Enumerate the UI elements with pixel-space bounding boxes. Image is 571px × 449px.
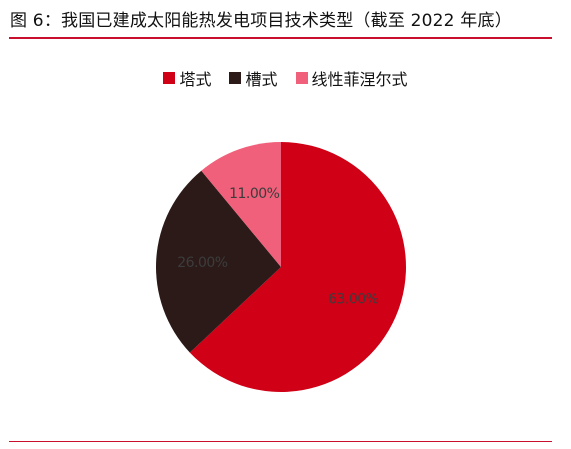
- title-underline: [9, 37, 552, 39]
- legend-swatch-tower: [163, 72, 176, 84]
- legend-item-tower: 塔式: [163, 66, 211, 90]
- legend-label-fresnel: 线性菲涅尔式: [311, 70, 408, 89]
- legend-label-tower: 塔式: [179, 70, 212, 89]
- pie-label-trough: 26.00%: [177, 255, 228, 271]
- pie-slice-trough: [156, 170, 281, 353]
- bottom-rule: [9, 441, 552, 442]
- legend-item-fresnel: 线性菲涅尔式: [295, 66, 408, 90]
- pie-label-fresnel: 11.00%: [229, 186, 280, 202]
- legend-swatch-trough: [229, 72, 242, 84]
- legend-item-trough: 槽式: [229, 66, 278, 90]
- pie-slice-fresnel: [201, 142, 281, 267]
- pie-slice-tower: [189, 142, 406, 392]
- pie-label-tower: 63.00%: [328, 291, 379, 307]
- figure-title: 图 6：我国已建成太阳能热发电项目技术类型（截至 2022 年底）: [10, 11, 512, 31]
- legend-label-trough: 槽式: [245, 70, 278, 89]
- chart-legend: 塔式 槽式 线性菲涅尔式: [0, 66, 571, 90]
- legend-swatch-fresnel: [295, 72, 308, 84]
